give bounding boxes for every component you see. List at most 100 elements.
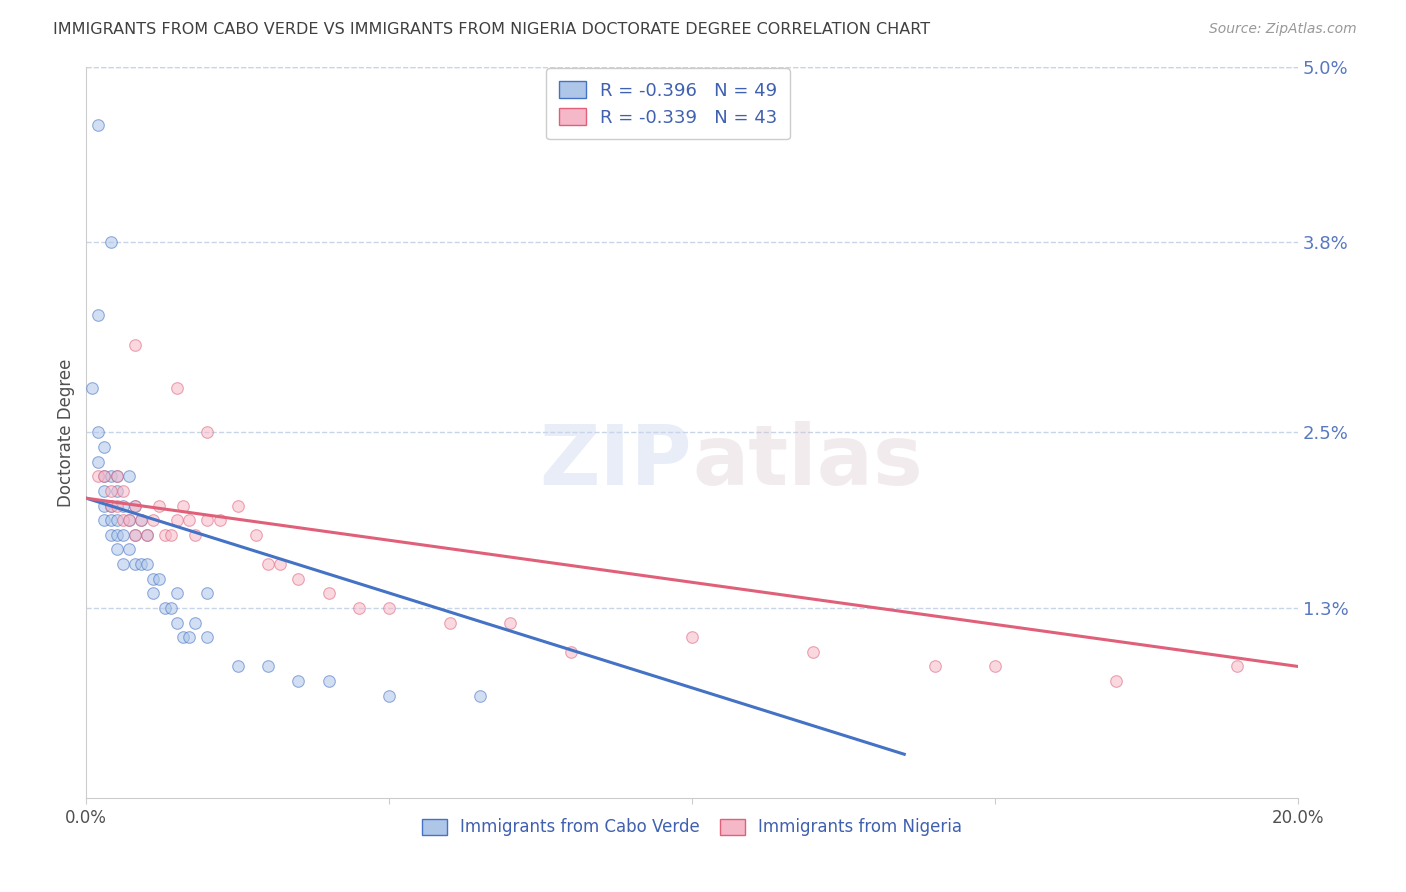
Point <box>172 630 194 644</box>
Point <box>93 499 115 513</box>
Point <box>142 586 165 600</box>
Point <box>153 528 176 542</box>
Point <box>135 528 157 542</box>
Point <box>93 440 115 454</box>
Point <box>100 235 122 249</box>
Point <box>468 689 491 703</box>
Point <box>93 469 115 483</box>
Point <box>197 513 219 527</box>
Point <box>499 615 522 630</box>
Point <box>100 499 122 513</box>
Point <box>105 513 128 527</box>
Point <box>197 425 219 440</box>
Point <box>681 630 703 644</box>
Point <box>179 630 201 644</box>
Point <box>153 601 176 615</box>
Point <box>179 513 201 527</box>
Point <box>160 601 183 615</box>
Text: ZIP: ZIP <box>540 421 692 502</box>
Point <box>100 469 122 483</box>
Point <box>124 528 146 542</box>
Point <box>82 382 104 396</box>
Point <box>197 586 219 600</box>
Point <box>226 499 249 513</box>
Point <box>87 425 110 440</box>
Point <box>208 513 231 527</box>
Point <box>124 337 146 351</box>
Point <box>135 557 157 571</box>
Text: atlas: atlas <box>692 421 922 502</box>
Point <box>166 513 188 527</box>
Point <box>118 513 141 527</box>
Text: Source: ZipAtlas.com: Source: ZipAtlas.com <box>1209 22 1357 37</box>
Point <box>118 469 141 483</box>
Point <box>148 499 170 513</box>
Point <box>378 689 401 703</box>
Point <box>166 382 188 396</box>
Point <box>172 499 194 513</box>
Point <box>87 309 110 323</box>
Point <box>93 513 115 527</box>
Point <box>257 659 280 673</box>
Point <box>257 557 280 571</box>
Point <box>129 513 152 527</box>
Point <box>129 557 152 571</box>
Point <box>184 615 207 630</box>
Point <box>118 513 141 527</box>
Point <box>111 499 134 513</box>
Point <box>378 601 401 615</box>
Point <box>439 615 461 630</box>
Point <box>984 659 1007 673</box>
Point <box>124 557 146 571</box>
Point <box>118 542 141 557</box>
Point <box>87 455 110 469</box>
Point <box>111 483 134 498</box>
Point <box>142 513 165 527</box>
Point <box>111 528 134 542</box>
Point <box>93 469 115 483</box>
Point <box>93 483 115 498</box>
Point <box>269 557 291 571</box>
Point <box>287 674 309 689</box>
Point <box>135 528 157 542</box>
Point <box>347 601 370 615</box>
Point <box>287 572 309 586</box>
Point <box>560 645 582 659</box>
Point <box>105 499 128 513</box>
Point <box>318 586 340 600</box>
Point <box>105 469 128 483</box>
Point <box>801 645 824 659</box>
Point <box>124 499 146 513</box>
Point <box>124 499 146 513</box>
Point <box>124 528 146 542</box>
Point <box>1226 659 1249 673</box>
Point <box>226 659 249 673</box>
Point <box>100 528 122 542</box>
Legend: Immigrants from Cabo Verde, Immigrants from Nigeria: Immigrants from Cabo Verde, Immigrants f… <box>413 810 970 845</box>
Point <box>129 513 152 527</box>
Text: IMMIGRANTS FROM CABO VERDE VS IMMIGRANTS FROM NIGERIA DOCTORATE DEGREE CORRELATI: IMMIGRANTS FROM CABO VERDE VS IMMIGRANTS… <box>53 22 931 37</box>
Point <box>111 513 134 527</box>
Point <box>100 499 122 513</box>
Point <box>105 483 128 498</box>
Point <box>105 528 128 542</box>
Point <box>197 630 219 644</box>
Point <box>318 674 340 689</box>
Point <box>184 528 207 542</box>
Point <box>87 469 110 483</box>
Point <box>166 615 188 630</box>
Point <box>111 557 134 571</box>
Point <box>105 542 128 557</box>
Y-axis label: Doctorate Degree: Doctorate Degree <box>58 359 75 507</box>
Point <box>160 528 183 542</box>
Point <box>166 586 188 600</box>
Point <box>105 469 128 483</box>
Point <box>142 572 165 586</box>
Point <box>100 513 122 527</box>
Point <box>100 483 122 498</box>
Point <box>148 572 170 586</box>
Point <box>245 528 267 542</box>
Point <box>1105 674 1128 689</box>
Point <box>87 118 110 132</box>
Point <box>924 659 946 673</box>
